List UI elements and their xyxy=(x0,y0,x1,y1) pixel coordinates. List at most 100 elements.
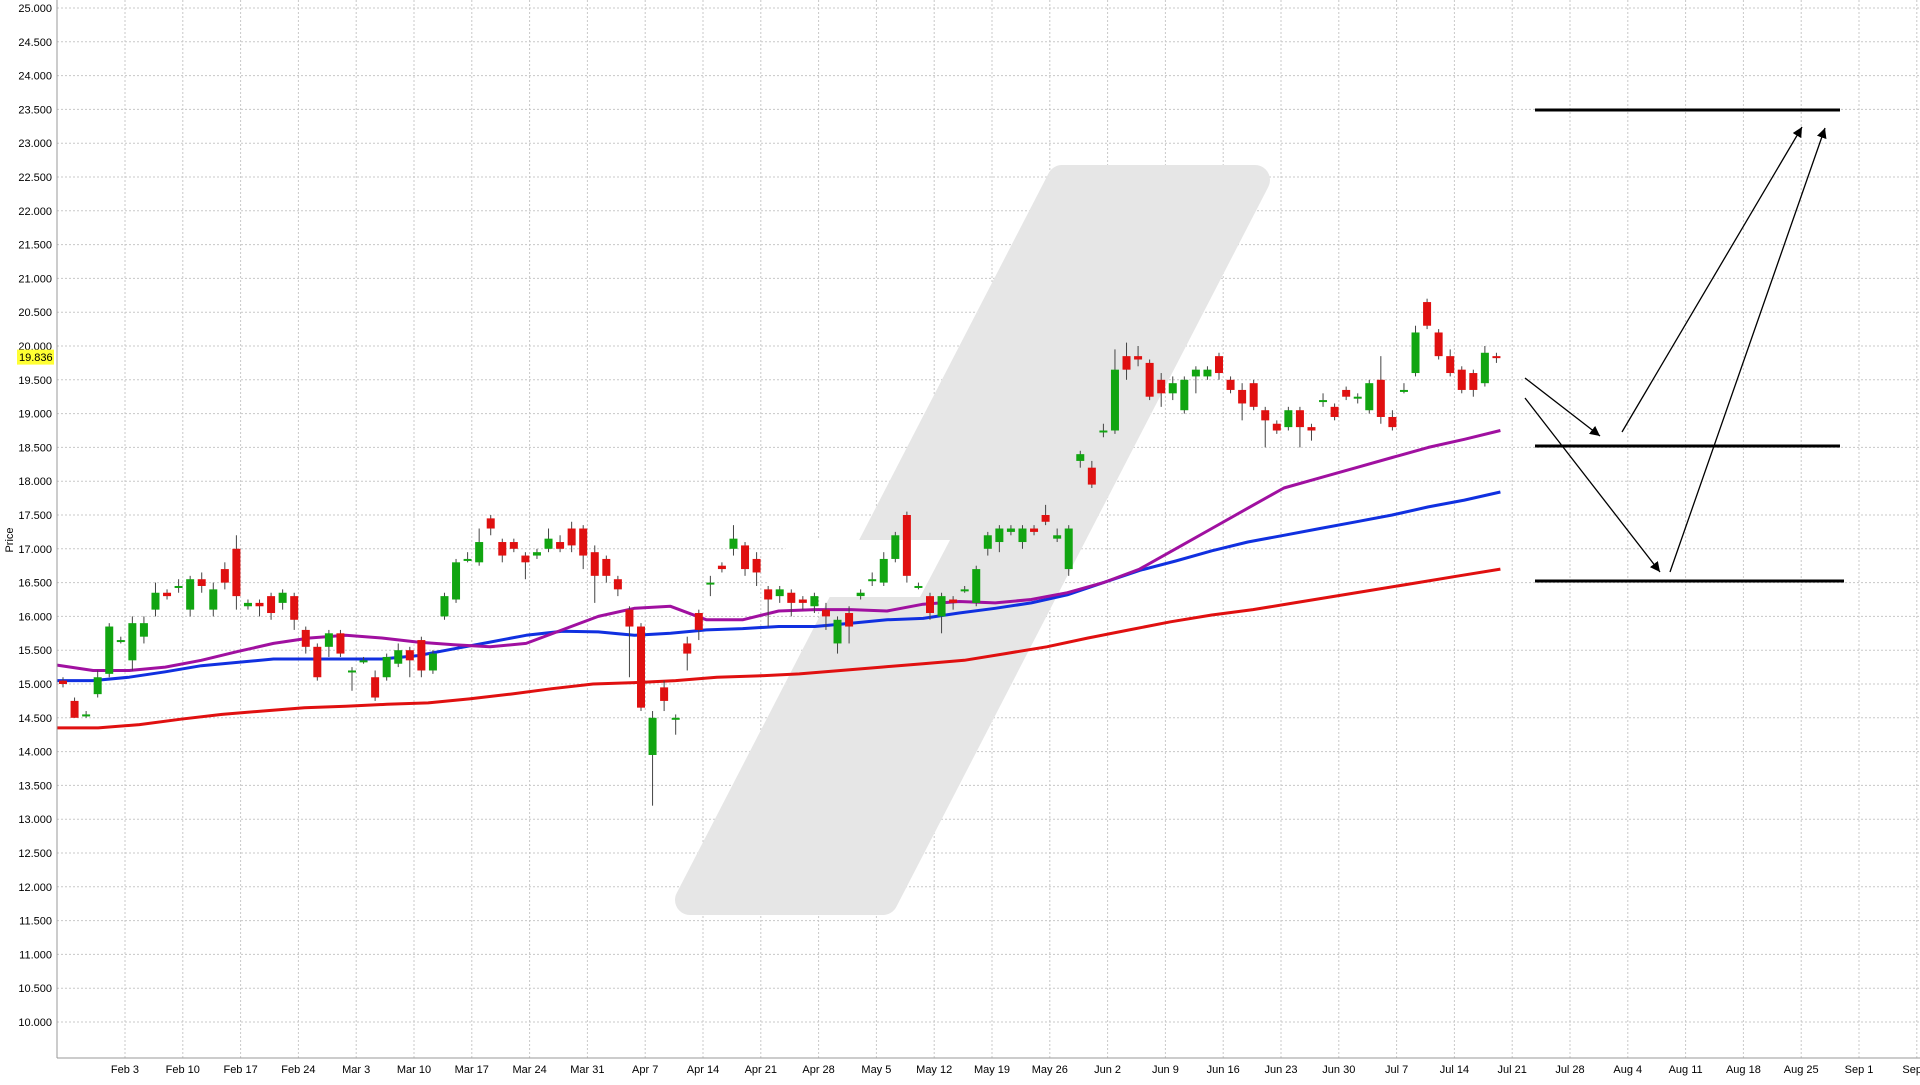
candle xyxy=(1041,504,1050,526)
candle-body xyxy=(833,619,842,644)
candle-body xyxy=(428,653,437,671)
candle xyxy=(163,589,172,600)
candle xyxy=(174,579,183,593)
candle xyxy=(105,623,114,678)
candle xyxy=(729,525,738,556)
candle xyxy=(1110,349,1119,434)
candle-body xyxy=(868,579,877,582)
x-tick-label: May 19 xyxy=(974,1064,1010,1076)
candle-body xyxy=(648,717,657,755)
candle-body xyxy=(1030,528,1039,532)
candle xyxy=(972,565,981,607)
candle-body xyxy=(706,582,715,585)
y-tick-label: 15.500 xyxy=(18,645,52,657)
candle xyxy=(428,650,437,674)
candle-body xyxy=(93,677,102,695)
candle-body xyxy=(1295,410,1304,428)
candle-body xyxy=(1006,528,1015,532)
candle-body xyxy=(775,589,784,597)
candle xyxy=(983,531,992,556)
candle-body xyxy=(371,677,380,698)
candle xyxy=(1261,406,1270,448)
candle-body xyxy=(532,552,541,556)
candle-body xyxy=(336,633,345,654)
y-tick-label: 22.500 xyxy=(18,172,52,184)
candle-body xyxy=(1180,379,1189,411)
y-tick-label: 10.000 xyxy=(18,1017,52,1029)
candle xyxy=(197,572,206,593)
candle xyxy=(995,525,1004,553)
candle xyxy=(498,538,507,563)
candle xyxy=(255,599,264,617)
moving-average-slow xyxy=(57,567,1501,730)
y-tick-label: 17.000 xyxy=(18,544,52,556)
y-tick-label: 24.500 xyxy=(18,37,52,49)
x-tick-label: Apr 28 xyxy=(802,1064,834,1076)
y-tick-label: 13.500 xyxy=(18,780,52,792)
candle-body xyxy=(197,579,206,586)
candle-body xyxy=(741,545,750,570)
candle-body xyxy=(821,609,830,617)
y-tick-label: 16.500 xyxy=(18,578,52,590)
y-tick-label: 21.500 xyxy=(18,240,52,252)
y-tick-label: 12.000 xyxy=(18,882,52,894)
candle xyxy=(116,636,125,644)
candle-body xyxy=(1272,423,1281,431)
y-tick-label: 24.000 xyxy=(18,71,52,83)
y-tick-label: 21.000 xyxy=(18,273,52,285)
candle-body xyxy=(128,623,137,661)
candle-body xyxy=(243,602,252,607)
candle-body xyxy=(810,596,819,607)
candle xyxy=(1446,349,1455,377)
candle xyxy=(1238,383,1247,421)
candle-body xyxy=(1434,332,1443,357)
candle-body xyxy=(567,528,576,546)
candle-body xyxy=(301,629,310,647)
y-tick-label: 19.500 xyxy=(18,375,52,387)
x-tick-label: Jun 23 xyxy=(1264,1064,1297,1076)
candle-body xyxy=(1018,528,1027,543)
x-tick-label: Feb 3 xyxy=(111,1064,139,1076)
candle-body xyxy=(1330,406,1339,417)
candle-body xyxy=(752,558,761,573)
candle xyxy=(764,585,773,627)
candle-body xyxy=(509,542,518,549)
candle-body xyxy=(1191,369,1200,377)
candle xyxy=(532,548,541,559)
candle xyxy=(717,562,726,573)
x-tick-label: Jul 7 xyxy=(1385,1064,1408,1076)
candle-body xyxy=(613,579,622,590)
last-price-label: 19.836 xyxy=(19,352,53,364)
candle-body xyxy=(382,656,391,678)
candle xyxy=(660,680,669,712)
candle xyxy=(1191,366,1200,394)
candle xyxy=(1064,525,1073,576)
candle-body xyxy=(105,626,114,674)
candle-body xyxy=(1064,528,1073,570)
candle xyxy=(960,585,969,593)
x-tick-label: Feb 24 xyxy=(281,1064,315,1076)
candle-body xyxy=(405,650,414,661)
candle xyxy=(128,616,137,671)
candle xyxy=(1480,346,1489,387)
arrow-bottom-to-top xyxy=(1669,127,1827,573)
candle-body xyxy=(186,579,195,610)
candle xyxy=(82,711,91,718)
candle xyxy=(1134,346,1143,367)
candle-body xyxy=(359,660,368,663)
candle xyxy=(371,670,380,701)
candle-body xyxy=(116,640,125,643)
candle xyxy=(1411,325,1420,377)
candle xyxy=(417,636,426,678)
x-tick-label: Jun 30 xyxy=(1322,1064,1355,1076)
candle-body xyxy=(1353,396,1362,399)
candle xyxy=(486,515,495,536)
y-tick-label: 18.500 xyxy=(18,442,52,454)
candle-body xyxy=(1168,383,1177,394)
y-tick-label: 16.000 xyxy=(18,611,52,623)
candle xyxy=(1030,525,1039,536)
y-tick-label: 14.500 xyxy=(18,713,52,725)
x-tick-label: Sep 1 xyxy=(1845,1064,1874,1076)
candle xyxy=(706,575,715,597)
candle xyxy=(382,653,391,681)
